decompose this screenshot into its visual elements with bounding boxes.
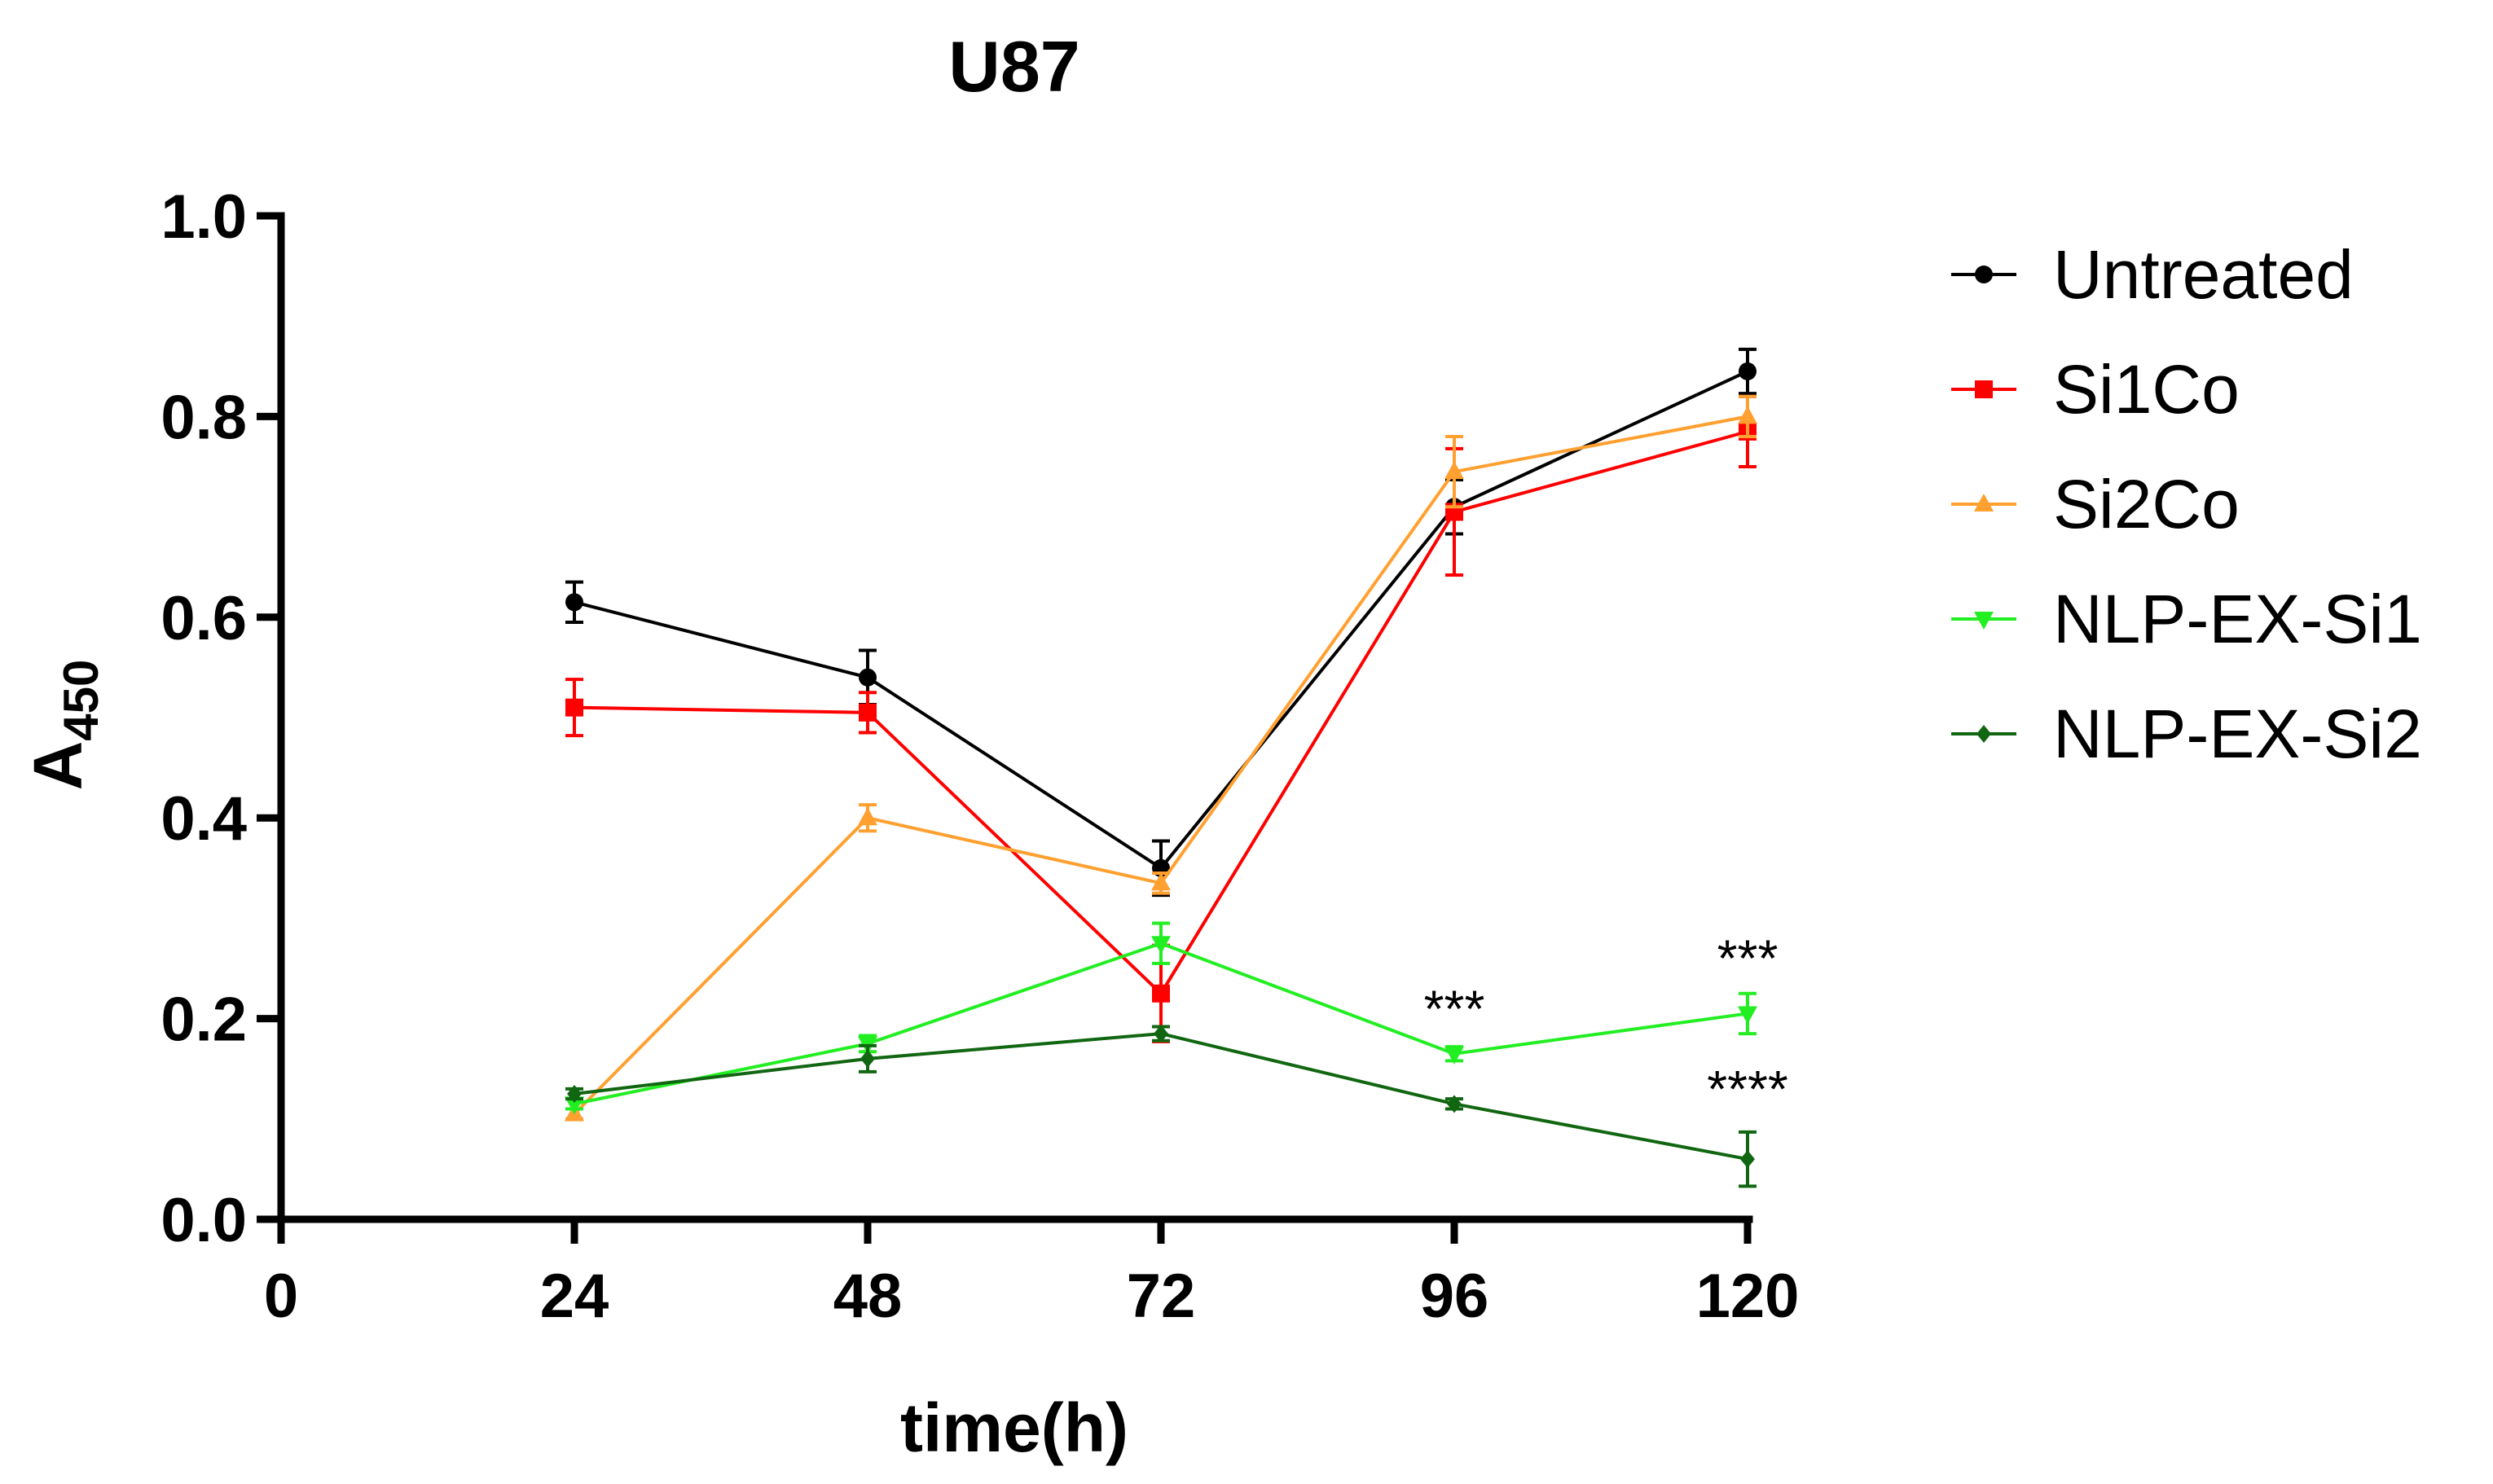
svg-text:A450: A450 [20,660,108,791]
significance-marker: *** [1717,929,1779,988]
legend-label: NLP-EX-Si1 [2053,581,2422,657]
series-untreated [565,347,1757,898]
series-si2co [565,394,1757,1122]
x-tick-label: 120 [1696,1262,1800,1331]
legend-marker [1974,612,1994,630]
significance-marker: **** [1707,1060,1788,1118]
y-tick-label: 0.4 [160,784,247,854]
data-point [1154,1025,1168,1043]
data-point [859,703,877,722]
data-point [565,593,583,612]
x-tick-label: 96 [1420,1262,1489,1331]
significance-marker: *** [1424,979,1485,1038]
x-tick-label: 0 [264,1262,298,1331]
legend: Untreated Si1Co Si2Co NLP-EX-Si1 NLP-EX-Si2 [1951,236,2422,772]
legend-label: NLP-EX-Si2 [2053,696,2422,772]
y-tick-label: 0.8 [160,383,247,452]
data-point [565,698,583,717]
data-point [1740,1150,1755,1169]
legend-label: Si2Co [2053,466,2240,542]
y-tick-label: 1.0 [160,182,247,252]
data-point [1444,461,1464,480]
y-axis-label-main: A [20,741,96,791]
data-point [1739,362,1757,380]
x-tick-label: 72 [1127,1262,1196,1331]
series-line [574,1032,1748,1161]
data-point [1444,1046,1464,1065]
data-point [860,1049,875,1068]
data-point [859,668,877,687]
legend-item: Si1Co [1951,351,2240,428]
data-point [1738,1006,1757,1025]
legend-marker [1974,494,1994,511]
legend-marker [1975,266,1993,283]
x-tick-label: 48 [833,1262,903,1331]
y-tick-label: 0.0 [160,1186,247,1255]
legend-marker [1976,725,1991,743]
legend-marker [1975,380,1993,398]
series-layer [565,347,1757,1188]
y-axis-label: A450 [20,660,108,791]
series-nlp-ex-si2 [565,1025,1757,1188]
axes: 0.0 0.2 0.4 0.6 0.8 1.0 0 24 48 72 96 120 [160,182,1799,1331]
data-point [1151,936,1171,955]
legend-item: NLP-EX-Si1 [1951,581,2422,657]
data-point [1152,984,1170,1003]
legend-item: Si2Co [1951,466,2240,542]
data-point [1738,406,1757,424]
legend-label: Untreated [2053,236,2354,313]
legend-item: Untreated [1951,236,2354,313]
y-tick-label: 0.2 [160,986,247,1055]
data-point [858,807,877,826]
legend-label: Si1Co [2053,351,2240,428]
annotation-layer: ********** [1424,929,1788,1118]
y-tick-label: 0.6 [160,584,247,653]
data-point [1447,1095,1462,1113]
y-axis-label-subscript: 450 [54,660,108,741]
series-line [574,429,1748,995]
data-point [1151,872,1171,891]
data-point [567,1085,582,1103]
x-tick-label: 24 [540,1262,609,1331]
chart-title: U87 [948,26,1079,107]
legend-item: NLP-EX-Si2 [1951,696,2422,772]
data-point [565,1096,584,1115]
x-axis-label: time(h) [900,1390,1128,1466]
series-line [574,370,1748,870]
